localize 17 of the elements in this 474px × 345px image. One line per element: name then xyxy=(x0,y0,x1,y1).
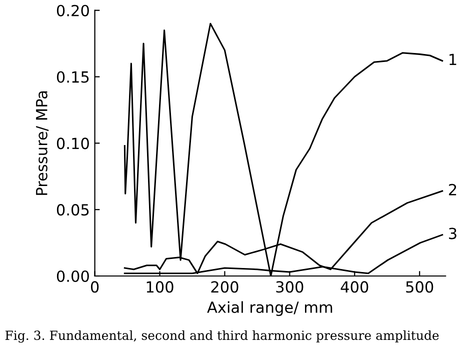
x-tick-label: 500 xyxy=(406,281,434,293)
series-label: 3 xyxy=(449,228,456,240)
x-tick-label: 200 xyxy=(211,281,238,293)
y-tick-label: 0.15 xyxy=(56,71,89,83)
y-axis-title: Pressure/ MPa xyxy=(36,91,49,195)
x-tick-label: 300 xyxy=(276,281,304,293)
series-label: 2 xyxy=(448,184,456,196)
caption: Fig. 3. Fundamental, second and third harmonic pressure amplitude xyxy=(5,330,439,343)
x-axis-title: Axial range/ mm xyxy=(207,301,332,316)
y-tick-label: 0.10 xyxy=(56,138,89,150)
x-tick-label: 100 xyxy=(146,281,174,293)
y-tick-label: 0.05 xyxy=(56,204,89,216)
y-tick-label: 0.20 xyxy=(56,4,89,16)
x-tick-label: 0 xyxy=(90,281,99,293)
y-tick-label: 0.00 xyxy=(56,270,89,282)
x-tick-label: 400 xyxy=(340,281,368,293)
series-label: 1 xyxy=(450,54,456,66)
